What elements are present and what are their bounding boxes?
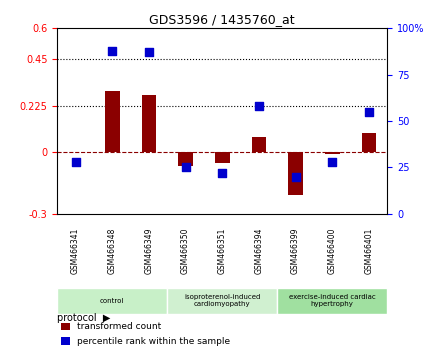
Bar bbox=[178, 152, 193, 166]
Bar bbox=[105, 91, 120, 152]
Text: exercise-induced cardiac
hypertrophy: exercise-induced cardiac hypertrophy bbox=[289, 294, 376, 307]
Title: GDS3596 / 1435760_at: GDS3596 / 1435760_at bbox=[150, 13, 295, 26]
Text: isoproterenol-induced
cardiomyopathy: isoproterenol-induced cardiomyopathy bbox=[184, 294, 260, 307]
Point bbox=[72, 159, 79, 165]
Bar bbox=[61, 322, 70, 330]
Point bbox=[182, 165, 189, 170]
Point bbox=[255, 103, 262, 109]
Bar bbox=[215, 152, 230, 163]
Text: GSM466401: GSM466401 bbox=[364, 228, 374, 274]
Bar bbox=[142, 95, 156, 152]
Bar bbox=[288, 152, 303, 195]
Point bbox=[329, 159, 336, 165]
Text: GSM466350: GSM466350 bbox=[181, 228, 190, 274]
Bar bbox=[362, 133, 376, 152]
Text: GSM466400: GSM466400 bbox=[328, 228, 337, 274]
Text: GSM466399: GSM466399 bbox=[291, 228, 300, 274]
Text: transformed count: transformed count bbox=[77, 322, 161, 331]
Bar bbox=[252, 137, 266, 152]
Point bbox=[219, 170, 226, 176]
Text: GSM466351: GSM466351 bbox=[218, 228, 227, 274]
Point bbox=[109, 48, 116, 53]
Text: GSM466341: GSM466341 bbox=[71, 228, 80, 274]
FancyBboxPatch shape bbox=[57, 288, 167, 314]
FancyBboxPatch shape bbox=[277, 288, 387, 314]
Point bbox=[292, 174, 299, 179]
FancyBboxPatch shape bbox=[167, 288, 277, 314]
Text: control: control bbox=[100, 298, 125, 304]
Text: GSM466348: GSM466348 bbox=[108, 228, 117, 274]
Bar bbox=[61, 337, 70, 345]
Text: protocol  ▶: protocol ▶ bbox=[57, 313, 110, 323]
Point bbox=[145, 50, 152, 55]
Text: percentile rank within the sample: percentile rank within the sample bbox=[77, 337, 230, 346]
Text: GSM466394: GSM466394 bbox=[254, 228, 264, 274]
Text: GSM466349: GSM466349 bbox=[144, 228, 154, 274]
Bar bbox=[325, 152, 340, 154]
Point bbox=[365, 109, 372, 115]
